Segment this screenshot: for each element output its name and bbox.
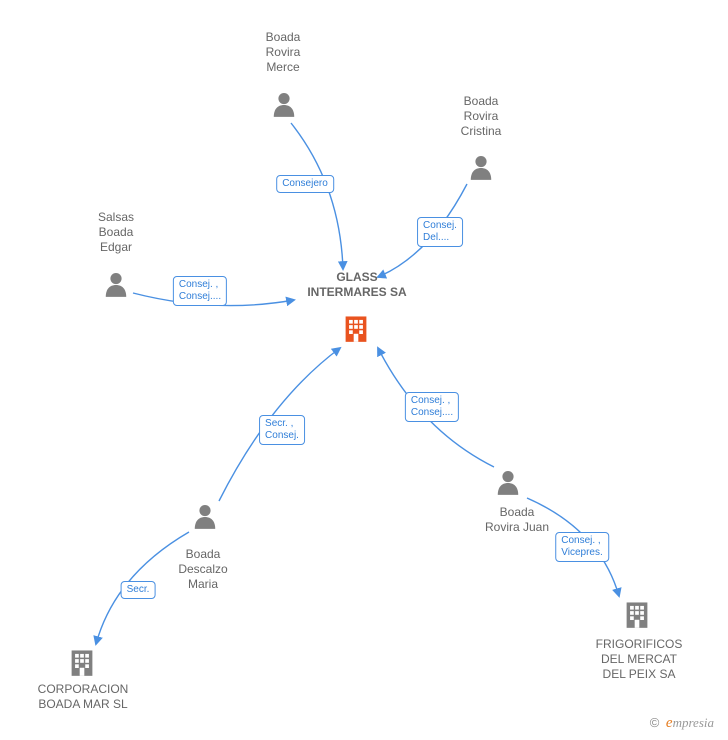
- node-label-cristina: Boada Rovira Cristina: [461, 94, 502, 139]
- edge-label-e-edgar: Consej. , Consej....: [173, 276, 227, 306]
- edges-layer: [0, 0, 728, 740]
- building-icon-frigorificos: [623, 599, 651, 629]
- node-label-frigorificos: FRIGORIFICOS DEL MERCAT DEL PEIX SA: [596, 637, 683, 682]
- person-icon-juan: [495, 469, 521, 497]
- building-icon-corporacion: [68, 647, 96, 677]
- edge-label-e-juan-glass: Consej. , Consej....: [405, 392, 459, 422]
- node-label-maria: Boada Descalzo Maria: [178, 547, 227, 592]
- edge-label-e-juan-frig: Consej. , Vicepres.: [555, 532, 609, 562]
- copyright-symbol: ©: [650, 715, 660, 730]
- building-icon-glass: [342, 313, 370, 343]
- node-label-corporacion: CORPORACION BOADA MAR SL: [38, 682, 129, 712]
- edge-label-e-maria-glass: Secr. , Consej.: [259, 415, 305, 445]
- edge-label-e-merce: Consejero: [276, 175, 334, 193]
- watermark: © empresia: [650, 715, 714, 732]
- person-icon-cristina: [468, 154, 494, 182]
- person-icon-maria: [192, 503, 218, 531]
- edge-e-merce: [291, 123, 343, 269]
- person-icon-merce: [271, 91, 297, 119]
- node-label-juan: Boada Rovira Juan: [485, 505, 549, 535]
- brand-rest: mpresia: [673, 715, 714, 730]
- edge-label-e-cristina: Consej. Del....: [417, 217, 463, 247]
- person-icon-edgar: [103, 271, 129, 299]
- node-label-glass: GLASS INTERMARES SA: [307, 270, 406, 300]
- edge-label-e-maria-corp: Secr.: [121, 581, 156, 599]
- node-label-merce: Boada Rovira Merce: [266, 30, 301, 75]
- brand-e: e: [666, 715, 673, 731]
- node-label-edgar: Salsas Boada Edgar: [98, 210, 134, 255]
